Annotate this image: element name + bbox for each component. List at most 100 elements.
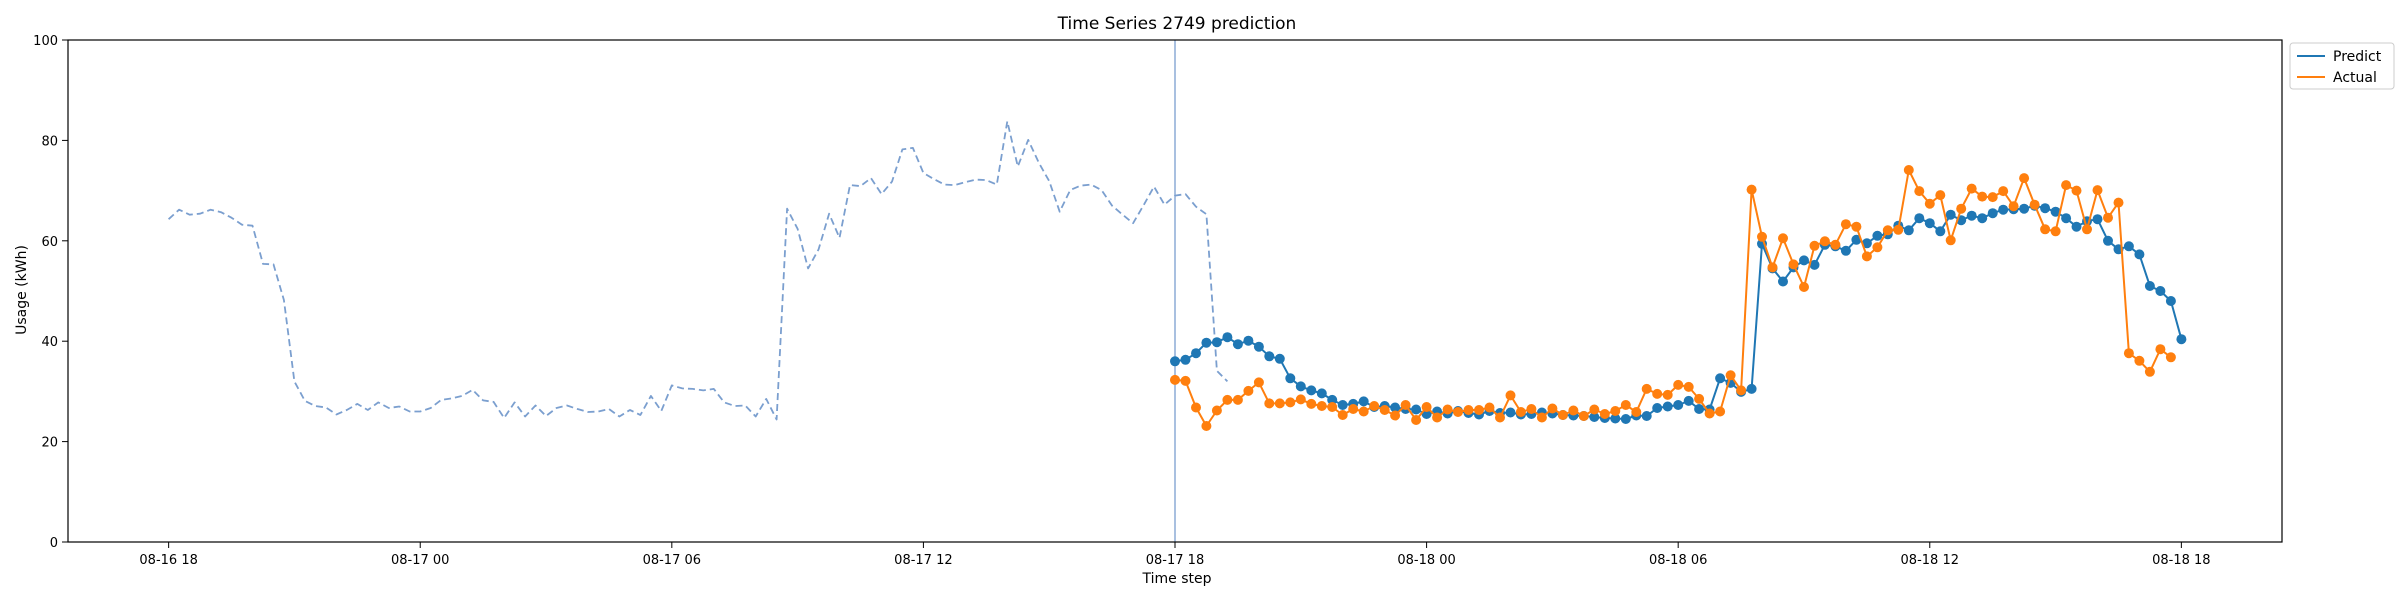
data-point-predict [1945,209,1956,220]
data-point-predict [2040,203,2051,214]
data-point-actual [2103,212,2113,223]
data-point-predict [1211,337,1222,348]
data-point-predict [1180,354,1191,365]
y-tick-label: 80 [41,134,58,149]
y-tick-label: 40 [41,335,58,350]
data-point-actual [1987,192,1998,203]
data-point-predict [1201,337,1212,348]
data-point-actual [1861,251,1872,262]
data-point-actual [1358,406,1369,417]
data-point-predict [2019,203,2030,214]
data-point-actual [1819,236,1830,247]
data-point-predict [1505,407,1516,418]
data-point-actual [2165,352,2176,363]
data-point-predict [1327,394,1338,405]
x-tick-label: 08-17 06 [643,553,701,568]
data-point-predict [1683,395,1694,406]
plot-frame [67,39,2283,543]
data-point-predict [1243,335,1254,346]
series-line-history [167,120,1229,421]
data-point-actual [2040,224,2051,235]
data-point-predict [1411,404,1422,415]
data-point-actual [2029,199,2040,210]
data-point-predict [1966,210,1977,221]
legend-label-predict: Predict [2333,49,2382,65]
data-point-actual [1589,404,1600,415]
data-point-actual [1599,409,1610,419]
legend-label-actual: Actual [2333,70,2377,86]
data-point-predict [1253,341,1264,352]
data-point-actual [1264,398,1275,409]
series-history [167,120,1229,421]
data-point-actual [1872,242,1883,253]
data-point-predict [2123,241,2134,252]
data-point-actual [1694,393,1705,404]
data-point-actual [2155,344,2166,355]
data-point-actual [2082,224,2092,235]
data-point-actual [1641,383,1652,394]
data-point-predict [2061,213,2072,224]
data-point-predict [1285,373,1296,384]
data-point-predict [1274,353,1285,364]
data-point-predict [1924,218,1935,229]
y-tick-label: 60 [41,235,58,250]
data-point-actual [1348,404,1359,414]
data-point-predict [1872,230,1883,241]
data-point-actual [1442,404,1453,415]
x-tick-label: 08-18 18 [2152,553,2210,568]
data-point-predict [2103,235,2113,246]
data-point-actual [1568,405,1579,416]
data-point-predict [1977,213,1988,224]
data-point-predict [1620,414,1631,424]
data-point-actual [2061,180,2072,191]
data-point-predict [1998,204,2009,215]
data-point-actual [1505,390,1516,401]
data-point-actual [1191,402,1201,413]
series-layer [167,40,2187,542]
data-point-actual [1327,402,1338,412]
data-point-predict [2050,206,2061,217]
data-point-actual [2050,226,2061,237]
data-point-predict [1987,208,1998,219]
data-point-predict [1610,413,1621,424]
data-point-actual [1673,379,1684,390]
data-point-predict [1390,402,1401,413]
series-predict [1170,200,2187,424]
data-point-predict [1662,401,1673,412]
data-point-actual [1914,186,1925,197]
data-point-actual [1536,412,1547,423]
data-point-actual [1757,231,1767,242]
data-point-predict [1715,373,1726,384]
data-point-actual [1474,405,1484,415]
data-point-predict [1861,238,1872,249]
data-point-actual [1526,404,1537,414]
data-point-actual [1840,219,1851,230]
data-point-actual [1830,239,1841,250]
data-point-actual [2123,348,2134,359]
data-point-actual [2092,185,2103,196]
data-point-actual [1620,400,1631,410]
data-point-predict [2155,286,2166,296]
data-point-predict [1914,213,1925,224]
data-point-predict [1652,403,1663,413]
data-point-actual [2019,173,2030,184]
data-point-actual [1778,233,1788,244]
data-point-predict [1191,348,1201,359]
data-point-predict [1264,351,1275,362]
data-point-predict [1673,400,1684,410]
data-point-actual [2144,366,2155,377]
data-point-actual [1316,401,1327,411]
data-point-actual [1610,406,1621,416]
data-point-actual [1390,410,1401,421]
data-point-actual [1369,401,1380,411]
data-point-actual [1578,411,1589,421]
data-point-predict [1746,383,1757,394]
data-point-actual [1411,415,1422,425]
y-tick-label: 0 [50,536,58,551]
data-point-actual [1662,389,1673,400]
data-point-predict [1589,412,1600,422]
data-point-actual [1631,407,1642,417]
data-point-predict [1935,226,1946,237]
